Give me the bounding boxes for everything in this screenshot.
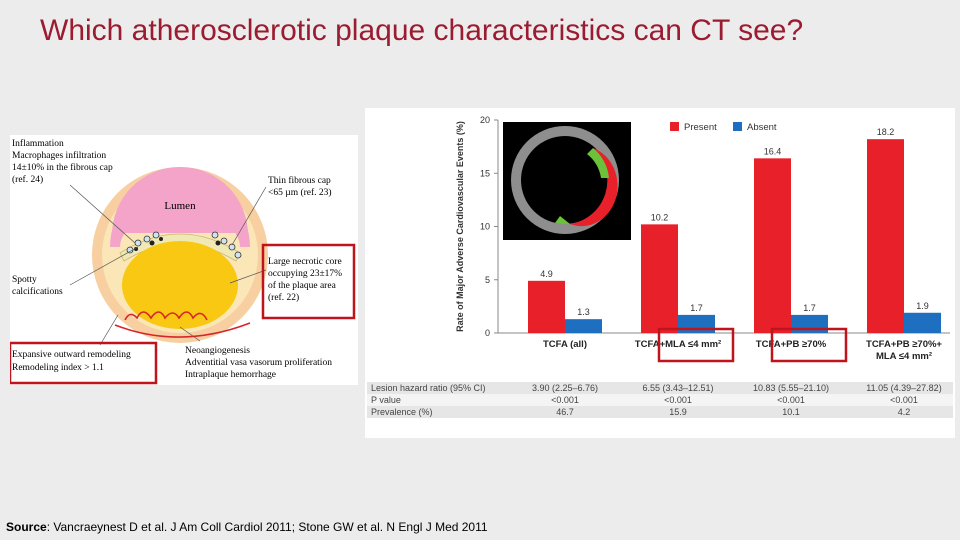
svg-text:14±10% in the fibrous cap: 14±10% in the fibrous cap	[12, 162, 113, 173]
source-note: Source: Vancraeynest D et al. J Am Coll …	[6, 520, 488, 534]
table-row-label: P value	[371, 395, 401, 405]
lumen-label: Lumen	[164, 200, 196, 212]
table-cell: 15.9	[669, 407, 687, 417]
plaque-diagram: Lumen Inflammation Macrophages infiltrat…	[10, 135, 358, 385]
y-tick-label: 0	[485, 328, 490, 338]
remodeling-label: Expansive outward remodeling	[12, 350, 131, 360]
table-cell: 11.05 (4.39–27.82)	[866, 383, 941, 393]
table-row	[367, 382, 953, 394]
ivus-image	[503, 122, 631, 240]
spotty-label: Spotty	[12, 275, 37, 285]
svg-text:(ref. 22): (ref. 22)	[268, 292, 299, 303]
legend-swatch-present	[670, 122, 679, 131]
table-cell: <0.001	[890, 395, 918, 405]
bar-value-label: 1.7	[803, 303, 816, 313]
svg-text:of the plaque area: of the plaque area	[268, 280, 337, 291]
mla-label-highlight	[657, 327, 735, 363]
category-label: TCFA+PB ≥70%	[756, 339, 827, 350]
y-tick-label: 10	[480, 222, 490, 232]
y-tick-label: 15	[480, 168, 490, 178]
category-label: TCFA (all)	[543, 339, 587, 350]
y-tick-label: 5	[485, 275, 490, 285]
vasa-vasorum	[124, 311, 208, 321]
thin-cap-label: Thin fibrous cap	[268, 175, 331, 186]
legend-label-absent: Absent	[747, 122, 777, 133]
bar-absent	[904, 312, 941, 333]
inflammation-label: Inflammation	[12, 138, 64, 149]
category-label: TCFA+PB ≥70%+	[866, 339, 942, 350]
pb-label-highlight	[770, 327, 848, 363]
bar-present	[528, 280, 565, 333]
bar-value-label: 16.4	[764, 146, 782, 156]
table-row-label: Prevalence (%)	[371, 407, 433, 417]
svg-text:(ref. 24): (ref. 24)	[12, 174, 43, 185]
svg-text:<65 µm (ref. 23): <65 µm (ref. 23)	[268, 187, 332, 198]
category-label-cont: MLA ≤4 mm²	[876, 351, 932, 362]
table-row-label: Lesion hazard ratio (95% CI)	[371, 383, 486, 393]
category-label: TCFA+MLA ≤4 mm²	[635, 339, 721, 350]
slide-title: Which atherosclerotic plaque characteris…	[40, 14, 804, 47]
bar-value-label: 1.7	[690, 303, 703, 313]
table-cell: 10.83 (5.55–21.10)	[753, 383, 829, 393]
necrotic-core	[122, 241, 238, 329]
y-tick-label: 20	[480, 115, 490, 125]
bar-value-label: 1.3	[577, 307, 590, 317]
necrotic-core-highlight	[261, 243, 356, 320]
y-axis-label: Rate of Major Adverse Cardiovascular Eve…	[455, 121, 465, 332]
table-cell: <0.001	[664, 395, 692, 405]
spotty-calcifications	[134, 237, 221, 251]
remodeling-highlight	[10, 341, 158, 385]
svg-text:Remodeling index > 1.1: Remodeling index > 1.1	[12, 363, 104, 373]
bar-absent	[791, 314, 828, 333]
table-cell: 10.1	[782, 407, 800, 417]
table-cell: 6.55 (3.43–12.51)	[642, 383, 713, 393]
table-cell: 3.90 (2.25–6.76)	[532, 383, 598, 393]
table-row	[367, 406, 953, 418]
bar-present	[867, 139, 904, 333]
table-cell: <0.001	[777, 395, 805, 405]
bar-value-label: 18.2	[877, 127, 895, 137]
table-cell: 4.2	[898, 407, 911, 417]
table-cell: <0.001	[551, 395, 579, 405]
svg-text:Macrophages infiltration: Macrophages infiltration	[12, 150, 106, 161]
mace-bar-chart: 0 5 10 15 20 Rate of Major Adverse Cardiovasc…	[365, 108, 955, 438]
bar-absent	[565, 319, 602, 333]
bar-absent	[678, 314, 715, 333]
bar-value-label: 4.9	[540, 269, 553, 279]
bar-value-label: 10.2	[651, 212, 669, 222]
bar-present	[641, 224, 678, 333]
bar-value-label: 1.9	[916, 301, 929, 311]
bar-present	[754, 158, 791, 333]
table-cell: 46.7	[556, 407, 574, 417]
svg-text:occupying 23±17%: occupying 23±17%	[268, 269, 342, 279]
necrotic-core-label: Large necrotic core	[268, 257, 342, 267]
table-row	[367, 394, 953, 406]
legend-label-present: Present	[684, 122, 717, 133]
svg-text:calcifications: calcifications	[12, 286, 63, 297]
legend-swatch-absent	[733, 122, 742, 131]
neo-label: Neoangiogenesis	[185, 346, 250, 356]
svg-text:Adventitial vasa vasorum proli: Adventitial vasa vasorum proliferation	[185, 357, 332, 368]
svg-text:Intraplaque hemorrhage: Intraplaque hemorrhage	[185, 370, 276, 380]
